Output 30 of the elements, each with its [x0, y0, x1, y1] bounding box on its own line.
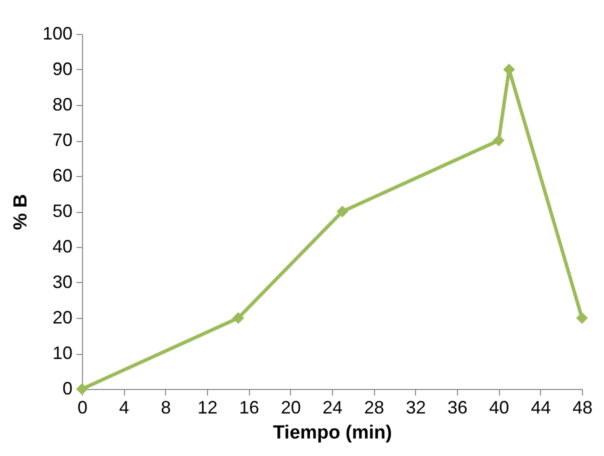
- point: [492, 134, 505, 146]
- y-tick-label: 70: [52, 130, 72, 150]
- x-tick-label: 24: [322, 398, 343, 418]
- x-tick-label: 28: [364, 398, 384, 418]
- x-tick-label: 4: [119, 398, 130, 418]
- point: [576, 312, 588, 324]
- y-tick-label: 60: [52, 166, 72, 186]
- y-tick-label: 90: [52, 59, 72, 79]
- x-axis-title: Tiempo (min): [273, 422, 392, 444]
- y-tick-label: 50: [52, 201, 72, 221]
- x-tick-label: 32: [406, 398, 426, 418]
- y-tick-label: 0: [62, 378, 72, 398]
- y-tick-label: 20: [52, 308, 72, 328]
- x-tick-label: 12: [197, 398, 218, 418]
- x-tick-label: 48: [572, 398, 593, 418]
- y-tick-label: 80: [52, 94, 72, 114]
- x-tick-label: 8: [160, 398, 171, 418]
- x-tick-label: 40: [489, 398, 510, 418]
- x-tick-label: 16: [239, 398, 260, 418]
- y-tick-label: 30: [52, 272, 72, 292]
- x-tick-label: 44: [530, 398, 551, 418]
- y-tick-label: 40: [52, 236, 72, 256]
- y-tick-label: 10: [52, 343, 72, 363]
- point: [232, 312, 244, 324]
- x-tick-label: 20: [280, 398, 301, 418]
- x-tick-label: 0: [77, 398, 88, 418]
- y-tick-label: 100: [42, 24, 72, 44]
- x-tick-label: 36: [447, 398, 468, 418]
- point: [336, 206, 348, 218]
- y-axis-title: % B: [10, 194, 32, 230]
